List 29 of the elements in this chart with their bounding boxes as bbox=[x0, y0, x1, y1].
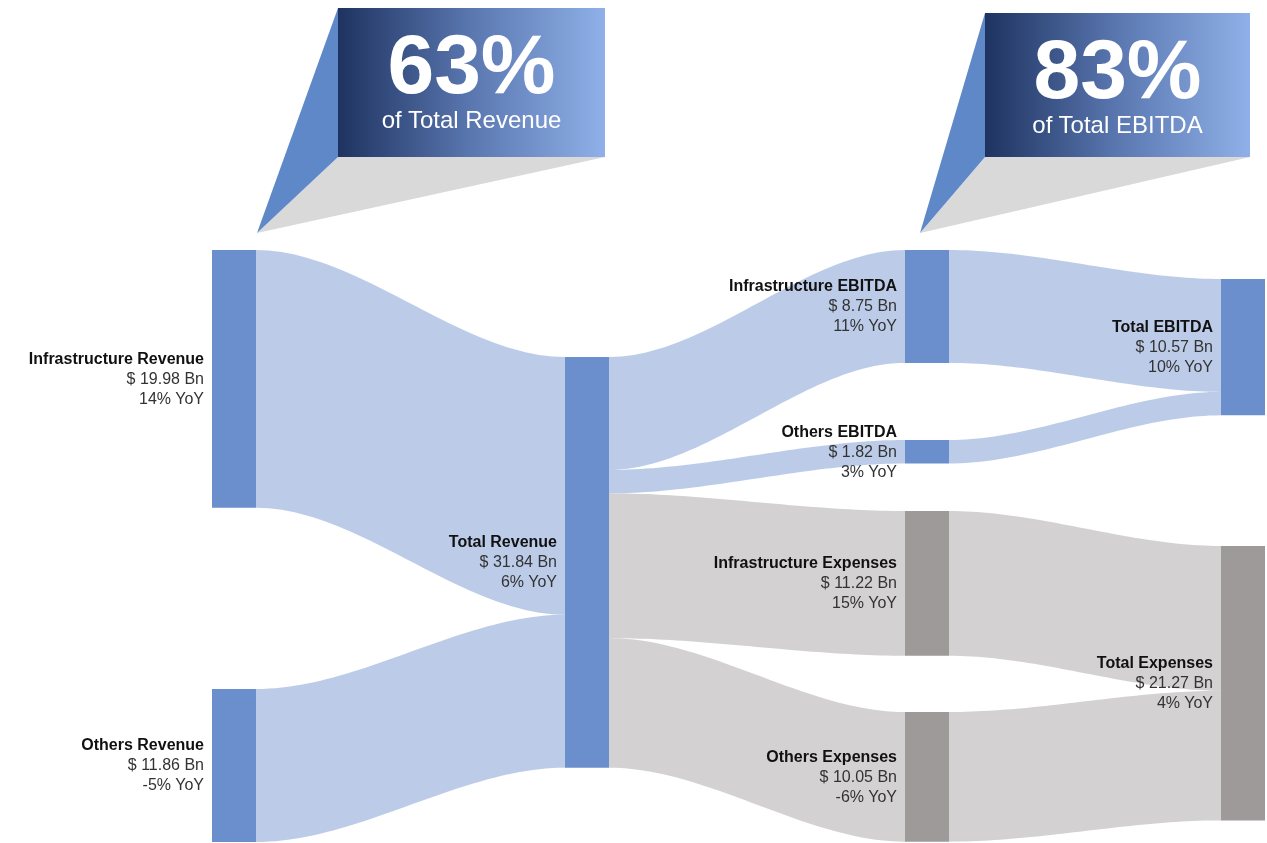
data-label: $ 8.75 Bn bbox=[828, 297, 897, 315]
text: 3% YoY bbox=[840, 462, 898, 480]
category-label: Infrastructure Expenses bbox=[713, 554, 898, 572]
category-label: Total Expenses bbox=[1096, 654, 1214, 672]
category-label: Others EBITDA bbox=[781, 422, 898, 440]
callout-box: 83% of Total EBITDA bbox=[985, 13, 1250, 157]
text: 4% YoY bbox=[1156, 694, 1214, 712]
text: 15% YoY bbox=[832, 594, 898, 612]
text: 10% YoY bbox=[1148, 358, 1214, 376]
callout-box: 63% of Total Revenue bbox=[338, 8, 605, 157]
data-label: $ 19.98 Bn bbox=[126, 369, 204, 387]
data-label: $ 11.86 Bn bbox=[127, 756, 204, 774]
data-label: $ 11.22 Bn bbox=[820, 574, 897, 592]
category-label: Others Expenses bbox=[766, 747, 898, 765]
category-label: Others Revenue bbox=[81, 736, 205, 754]
text: 11% YoY bbox=[833, 317, 898, 335]
data-label: $ 21.27 Bn bbox=[1135, 674, 1213, 692]
data-label: $ 1.82 Bn bbox=[828, 442, 897, 460]
text: -6% YoY bbox=[835, 787, 898, 805]
category-label: Total EBITDA bbox=[1111, 318, 1214, 336]
text: 6% YoY bbox=[500, 573, 558, 591]
category-label: Total Revenue bbox=[448, 533, 558, 551]
category-label: Infrastructure Revenue bbox=[28, 349, 205, 367]
data-label: $ 10.57 Bn bbox=[1135, 338, 1213, 356]
category-label: Infrastructure EBITDA bbox=[728, 277, 898, 295]
text: 14% YoY bbox=[139, 389, 205, 407]
data-label: $ 10.05 Bn bbox=[819, 767, 897, 785]
text: -5% YoY bbox=[142, 776, 205, 794]
data-label: $ 31.84 Bn bbox=[479, 553, 557, 571]
